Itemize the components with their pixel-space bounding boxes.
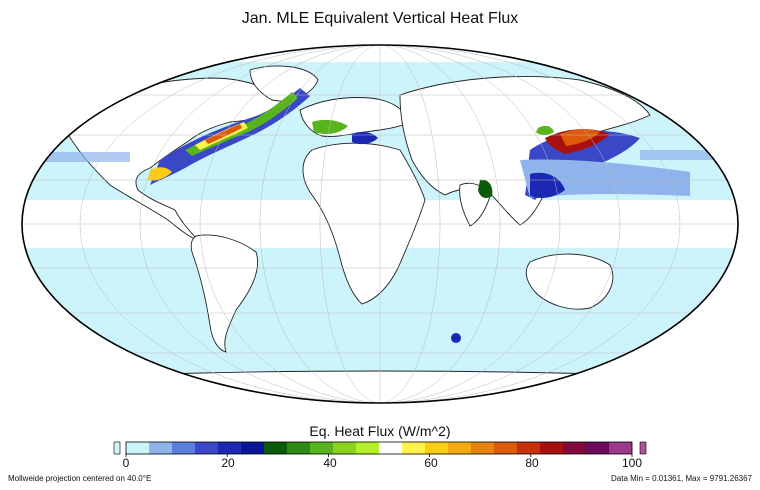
colorbar-tick-40: 40 <box>323 456 337 470</box>
colorbar-tick-100: 100 <box>621 456 643 470</box>
north-america <box>59 77 291 241</box>
southern-ocean-patch <box>451 333 461 343</box>
projection-note: Mollweide projection centered on 40.0°E <box>8 474 152 483</box>
colorbar-cell <box>425 442 449 454</box>
east-pacific-patch <box>640 150 720 160</box>
colorbar-under-swatch <box>113 441 121 455</box>
colorbar-cell <box>126 442 150 454</box>
colorbar-tick-0: 0 <box>122 456 130 470</box>
colorbar-cell <box>287 442 311 454</box>
map-title: Jan. MLE Equivalent Vertical Heat Flux <box>241 10 519 27</box>
colorbar-cell <box>149 442 173 454</box>
colorbar-cell <box>356 442 380 454</box>
colorbar-cell <box>448 442 472 454</box>
data-range-note: Data Min = 0.01361, Max = 9791.26367 <box>611 474 752 483</box>
south-america <box>190 234 258 353</box>
graticule <box>22 45 738 403</box>
colorbar-tick-20: 20 <box>221 456 235 470</box>
colorbar-over-swatch <box>639 441 647 455</box>
colorbar-cell <box>333 442 357 454</box>
colorbar-tick-60: 60 <box>424 456 438 470</box>
north-atlantic-high-flux <box>148 88 378 185</box>
colorbar-cell <box>241 442 265 454</box>
colorbar-cell <box>517 442 541 454</box>
colorbar-cell <box>379 442 403 454</box>
africa <box>302 142 426 305</box>
pacific-patch <box>30 152 130 162</box>
colorbar-title: Eq. Heat Flux (W/m^2) <box>309 423 451 439</box>
colorbar-cell <box>540 442 564 454</box>
colorbar-cell <box>586 442 610 454</box>
colorbar-cell <box>563 442 587 454</box>
colorbar-cell <box>218 442 242 454</box>
colorbar-cell <box>264 442 288 454</box>
colorbar-cell <box>471 442 495 454</box>
colorbar-frame <box>125 441 633 455</box>
north-pacific-high-flux <box>478 125 690 200</box>
colorbar-cell <box>195 442 219 454</box>
colorbar-tick-80: 80 <box>525 456 539 470</box>
colorbar-cell <box>172 442 196 454</box>
colorbar-cell <box>494 442 518 454</box>
colorbar-cell <box>402 442 426 454</box>
colorbar-cell <box>609 442 633 454</box>
globe-outline <box>21 44 739 404</box>
colorbar-cell <box>310 442 334 454</box>
